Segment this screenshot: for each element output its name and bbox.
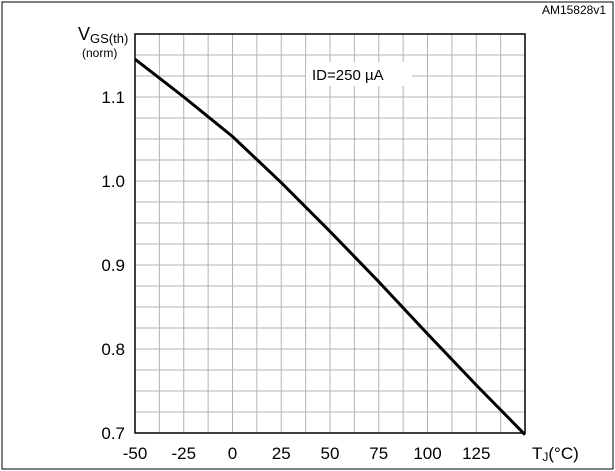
y-tick-label: 1.1: [101, 88, 125, 107]
annotation-background: [306, 62, 412, 86]
y-tick-label: 0.7: [101, 424, 125, 443]
x-tick-label: 100: [413, 444, 441, 463]
y-axis-label-norm: (norm): [82, 46, 117, 60]
x-axis-label-sub: J: [542, 450, 548, 464]
x-axis-label-unit: (°C): [548, 444, 578, 463]
figure-id: AM15828v1: [542, 3, 606, 17]
y-tick-label: 0.8: [101, 340, 125, 359]
series-line-0: [134, 58, 527, 436]
y-axis-label-main: V: [78, 24, 90, 44]
y-tick-label: 0.9: [101, 256, 125, 275]
y-axis-label-sub: GS(th): [90, 31, 128, 46]
y-tick-label: 1.0: [101, 172, 125, 191]
x-tick-label: -25: [171, 444, 196, 463]
x-tick-label: -50: [123, 444, 148, 463]
x-tick-label: 125: [462, 444, 490, 463]
annotation-id-current: ID=250 µA: [312, 67, 384, 84]
x-tick-label: 0: [228, 444, 237, 463]
grid-layer: [135, 34, 525, 433]
x-tick-label: 75: [369, 444, 388, 463]
tick-layer: -50 -25 0 25 50 75 100 125 0.7 0.8 0.9 1.0 1.1: [101, 88, 490, 463]
x-axis-label: TJ(°C): [532, 444, 579, 464]
x-tick-label: 50: [321, 444, 340, 463]
y-axis-label: VGS(th): [78, 24, 128, 46]
x-axis-label-main: T: [532, 444, 542, 463]
series-layer: [134, 58, 527, 436]
plot-frame: [134, 33, 526, 434]
x-tick-label: 25: [272, 444, 291, 463]
